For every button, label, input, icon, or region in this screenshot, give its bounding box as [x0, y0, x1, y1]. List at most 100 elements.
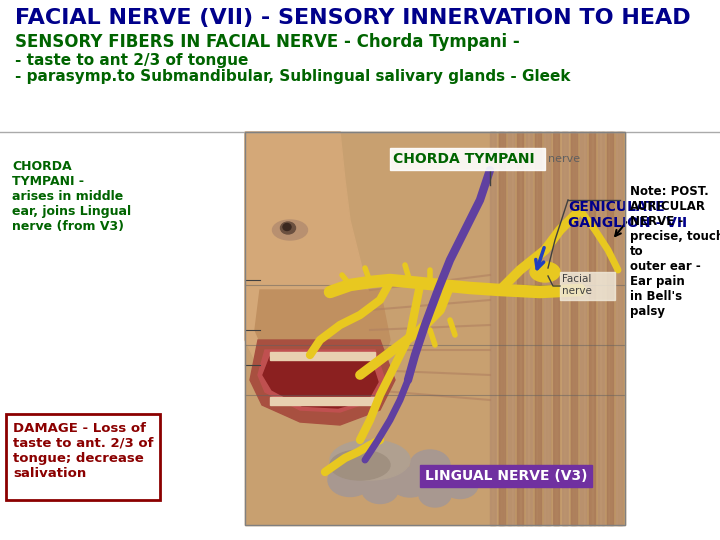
Bar: [245, 132, 625, 525]
Bar: [618, 132, 623, 525]
Bar: [245, 328, 625, 342]
Text: DAMAGE - Loss of
taste to ant. 2/3 of
tongue; decrease
salivation: DAMAGE - Loss of taste to ant. 2/3 of to…: [13, 422, 153, 480]
Bar: [245, 145, 625, 158]
Bar: [390, 148, 545, 170]
Ellipse shape: [281, 222, 295, 234]
Bar: [245, 237, 625, 250]
Text: - taste to ant 2/3 of tongue: - taste to ant 2/3 of tongue: [15, 52, 248, 68]
Bar: [610, 132, 615, 525]
Bar: [245, 355, 625, 368]
Polygon shape: [255, 290, 390, 385]
Bar: [245, 158, 625, 171]
Bar: [245, 132, 625, 145]
Bar: [245, 447, 625, 460]
Bar: [498, 132, 503, 525]
Bar: [522, 132, 527, 525]
Bar: [245, 342, 625, 355]
Bar: [602, 132, 607, 525]
Text: CHORDA TYMPANI: CHORDA TYMPANI: [393, 152, 535, 166]
Ellipse shape: [330, 440, 410, 480]
Bar: [562, 132, 567, 525]
Bar: [245, 460, 625, 472]
Bar: [245, 472, 625, 485]
Text: GENICULATE
GANGLION - VII: GENICULATE GANGLION - VII: [568, 200, 687, 230]
Bar: [571, 132, 577, 525]
Polygon shape: [250, 340, 395, 425]
FancyBboxPatch shape: [6, 414, 160, 500]
Ellipse shape: [390, 467, 430, 497]
Polygon shape: [258, 350, 385, 412]
Bar: [562, 132, 568, 525]
Bar: [594, 132, 599, 525]
Ellipse shape: [419, 483, 451, 507]
Bar: [554, 132, 559, 525]
Polygon shape: [263, 357, 378, 408]
Bar: [490, 132, 496, 525]
Bar: [245, 184, 625, 198]
Bar: [578, 132, 583, 525]
Ellipse shape: [442, 471, 478, 498]
Bar: [245, 394, 625, 407]
Bar: [616, 132, 622, 525]
Bar: [245, 407, 625, 420]
Bar: [0, 0, 720, 135]
Bar: [490, 132, 495, 525]
Bar: [245, 302, 625, 315]
Bar: [245, 289, 625, 302]
Text: LINGUAL NERVE (V3): LINGUAL NERVE (V3): [425, 469, 588, 483]
Bar: [580, 132, 586, 525]
Bar: [245, 485, 625, 499]
Bar: [553, 132, 559, 525]
Ellipse shape: [530, 262, 560, 282]
Bar: [514, 132, 519, 525]
Ellipse shape: [283, 224, 291, 231]
Bar: [245, 512, 625, 525]
Text: FACIAL NERVE (VII) - SENSORY INNERVATION TO HEAD: FACIAL NERVE (VII) - SENSORY INNERVATION…: [15, 8, 690, 28]
Text: nerve: nerve: [548, 154, 580, 164]
Bar: [245, 381, 625, 394]
Ellipse shape: [272, 220, 307, 240]
Text: - parasymp.to Submandibular, Sublingual salivary glands - Gleek: - parasymp.to Submandibular, Sublingual …: [15, 70, 570, 84]
Ellipse shape: [330, 450, 390, 480]
Bar: [245, 250, 625, 263]
Bar: [586, 132, 591, 525]
Text: CHORDA
TYMPANI -
arises in middle
ear, joins Lingual
nerve (from V3): CHORDA TYMPANI - arises in middle ear, j…: [12, 160, 131, 233]
Polygon shape: [245, 132, 375, 400]
Bar: [526, 132, 532, 525]
Bar: [420, 465, 592, 487]
Bar: [560, 272, 615, 300]
Bar: [270, 352, 375, 360]
Bar: [245, 499, 625, 512]
Bar: [517, 132, 523, 525]
Bar: [499, 132, 505, 525]
Bar: [245, 433, 625, 447]
Bar: [589, 132, 595, 525]
Bar: [245, 171, 625, 184]
Bar: [245, 368, 625, 381]
Bar: [544, 132, 550, 525]
Bar: [538, 132, 543, 525]
Ellipse shape: [410, 450, 450, 480]
Bar: [598, 132, 604, 525]
Bar: [535, 132, 541, 525]
Bar: [245, 224, 625, 237]
Ellipse shape: [362, 476, 398, 503]
Text: Note: POST.
AURICULAR
NERVE -
precise, touch
to
outer ear -
Ear pain
in Bell's
p: Note: POST. AURICULAR NERVE - precise, t…: [630, 185, 720, 318]
Ellipse shape: [328, 463, 372, 496]
Bar: [245, 315, 625, 328]
Bar: [245, 276, 625, 289]
Bar: [270, 397, 375, 405]
Bar: [245, 198, 625, 211]
Text: Facial
nerve: Facial nerve: [562, 274, 592, 296]
Bar: [546, 132, 551, 525]
Bar: [530, 132, 535, 525]
Bar: [245, 420, 625, 433]
Bar: [506, 132, 511, 525]
Bar: [245, 132, 625, 525]
Bar: [607, 132, 613, 525]
Bar: [508, 132, 514, 525]
Text: SENSORY FIBERS IN FACIAL NERVE - Chorda Tympani -: SENSORY FIBERS IN FACIAL NERVE - Chorda …: [15, 33, 520, 51]
Bar: [570, 132, 575, 525]
Bar: [245, 263, 625, 276]
Bar: [245, 211, 625, 224]
